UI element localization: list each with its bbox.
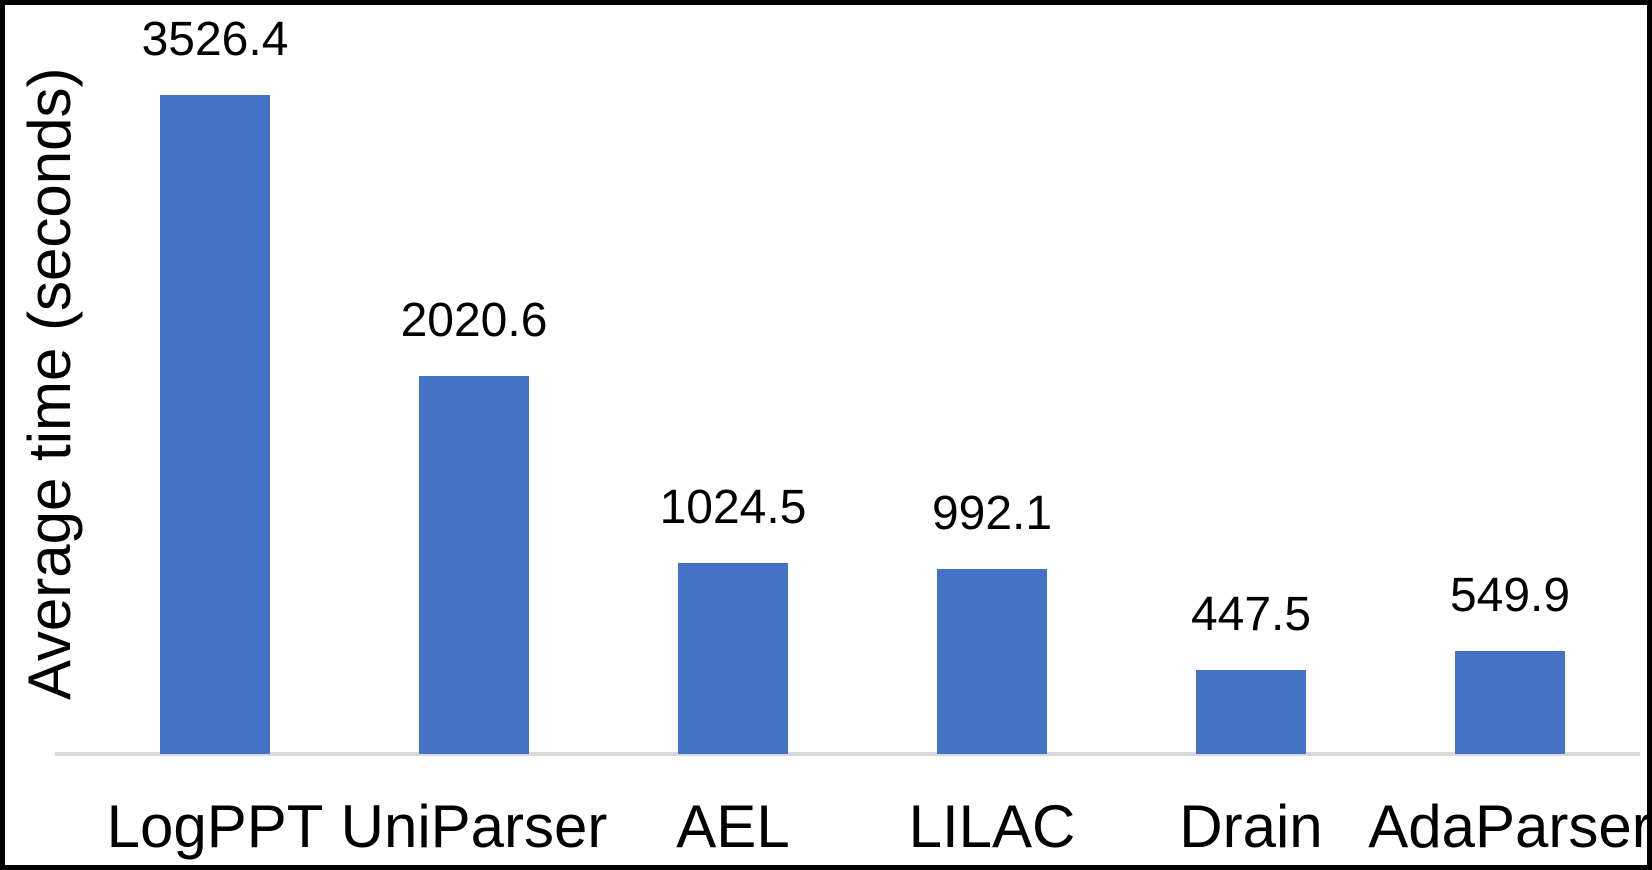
value-label-adaparser: 549.9 — [1449, 569, 1571, 622]
value-label-ael: 1024.5 — [659, 481, 807, 534]
value-label-drain: 447.5 — [1190, 588, 1312, 641]
bar-lilac — [937, 569, 1047, 754]
category-label-uniparser: UniParser — [340, 793, 608, 860]
bar-logppt — [160, 95, 270, 754]
bar-adaparser — [1455, 651, 1565, 754]
value-label-logppt: 3526.4 — [141, 13, 289, 66]
bar-uniparser — [419, 376, 529, 754]
bar-drain — [1196, 670, 1306, 754]
y-axis-label: Average time (seconds) — [16, 67, 83, 700]
bar-ael — [678, 563, 788, 754]
category-label-logppt: LogPPT — [106, 793, 324, 860]
plot-area: Average time (seconds) 3526.4 LogPPT 2020.… — [5, 5, 1647, 865]
category-label-drain: Drain — [1179, 793, 1323, 860]
x-axis-line — [55, 752, 1640, 756]
category-label-lilac: LILAC — [908, 793, 1076, 860]
value-label-uniparser: 2020.6 — [400, 294, 548, 347]
category-label-adaparser: AdaParser — [1368, 793, 1652, 860]
value-label-lilac: 992.1 — [931, 487, 1053, 540]
category-label-ael: AEL — [676, 793, 790, 860]
